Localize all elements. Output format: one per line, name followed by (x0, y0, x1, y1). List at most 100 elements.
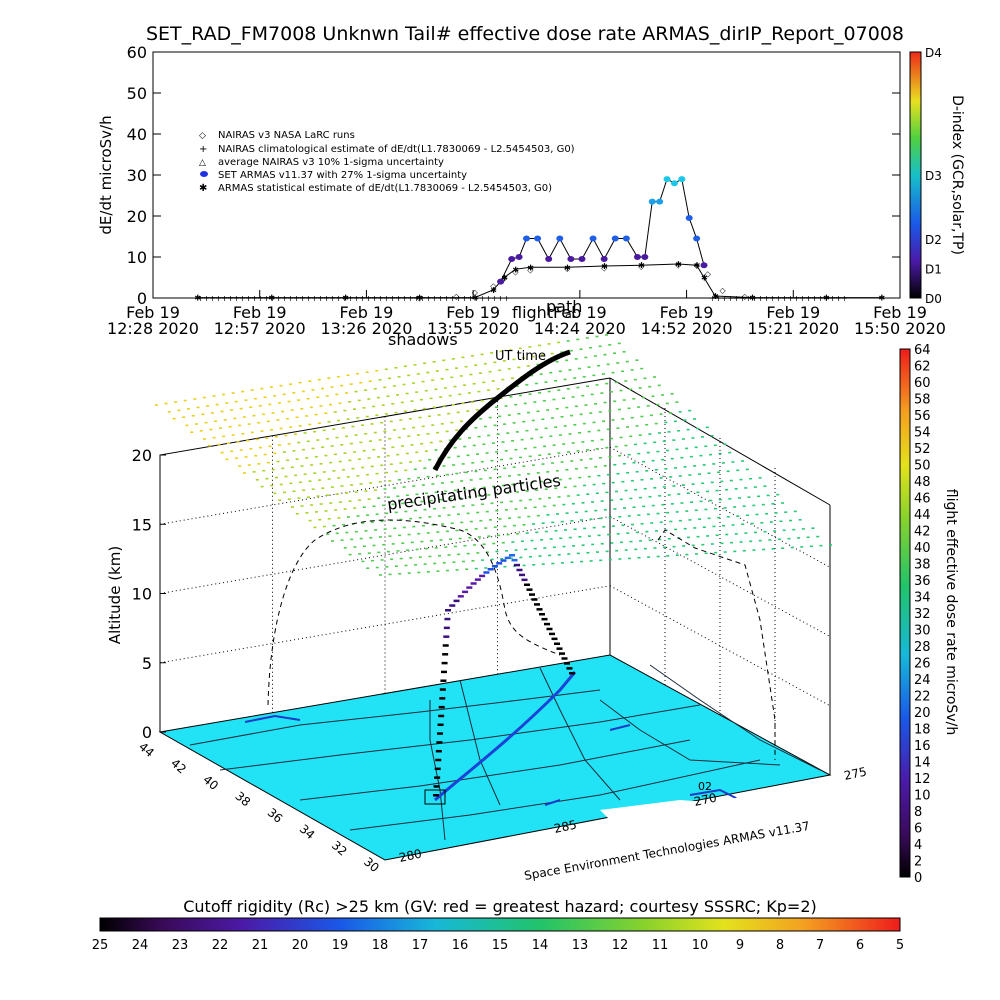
nairas-baseline-point: + (467, 294, 474, 303)
dose-xtick-time: 15:21 2020 (747, 319, 839, 338)
nairas-baseline-point: + (491, 294, 498, 303)
nairas-run-point: ◇ (675, 260, 682, 269)
legend-marker-statistical: ✱ (199, 183, 207, 194)
flight-track-point (449, 604, 456, 607)
flight-track-point (437, 723, 444, 727)
armas-statistical-point: ✱ (268, 294, 275, 303)
dose-colorbar-tick: 36 (914, 574, 931, 589)
armas-point (567, 256, 575, 263)
nairas-baseline-point: + (709, 294, 716, 303)
latitude-tick-label: 42 (168, 756, 189, 777)
nairas-baseline-point: + (733, 294, 740, 303)
dose-y-label: dE/dt microSv/h (97, 115, 115, 234)
flight-track-point (509, 554, 515, 557)
annotation-flight: flight (512, 303, 553, 322)
flight-track-point (541, 617, 548, 621)
flight-track-point (437, 732, 443, 735)
flight-track-point (529, 593, 535, 596)
dose-ytick-label: 0 (137, 289, 147, 308)
nairas-baseline-point: + (817, 294, 824, 303)
armas-statistical-point: ✱ (472, 294, 479, 303)
flight-track-point (434, 776, 441, 779)
latitude-tick-label: 38 (233, 789, 254, 810)
nairas-baseline-point: + (251, 294, 258, 303)
dose-colorbar-tick: 10 (914, 789, 931, 804)
dindex-tick-label: D3 (925, 169, 942, 183)
flight-track-point (443, 626, 450, 630)
nairas-baseline-point: + (287, 294, 294, 303)
flight-track-point (561, 657, 568, 660)
flight-track-point (433, 794, 439, 797)
armas-statistical-point: ✱ (712, 292, 719, 301)
armas-point (678, 176, 686, 183)
legend-marker-armas (200, 171, 208, 177)
flight-track-point (564, 662, 570, 665)
flight-track-point (442, 653, 449, 656)
flight-track-point (487, 568, 494, 571)
nairas-run-point: ◇ (601, 263, 608, 272)
nairas-run-point: ◇ (564, 264, 571, 273)
altitude-tick-label: 0 (142, 723, 152, 742)
flight-track-point (436, 741, 443, 744)
armas-statistical-line (197, 263, 882, 299)
nairas-baseline-point: + (455, 294, 462, 303)
armas-point (515, 254, 523, 260)
map-borders (189, 664, 821, 841)
armas-point (633, 254, 641, 260)
nairas-baseline-point: + (715, 294, 722, 303)
legend-entry-statistical: ARMAS statistical estimate of dE/dt(L1.7… (218, 183, 552, 194)
latitude-tick-label: 36 (265, 805, 286, 826)
nairas-baseline-point: + (793, 294, 800, 303)
rigidity-tick-label: 14 (532, 938, 549, 953)
dose-colorbar-tick: 62 (914, 360, 931, 375)
nairas-run-point: ◇ (638, 262, 645, 271)
flight-track-point (559, 652, 565, 655)
armas-statistical-point: ✱ (501, 274, 508, 283)
nairas-baseline-point: + (215, 294, 222, 303)
nairas-baseline-point: + (395, 294, 402, 303)
armas-point (545, 256, 553, 263)
nairas-baseline-point: + (221, 294, 228, 303)
dose-series: + + + + + + + + + + + + + + + + + + + + + + + + + + + + + + + + + + + + + + + +… (194, 176, 886, 303)
armas-statistical-point: ✱ (512, 265, 519, 274)
annotation-shadows: shadows (388, 330, 458, 349)
nairas-baseline-point: + (419, 294, 426, 303)
flight-track-point (440, 679, 447, 682)
armas-point (648, 198, 656, 205)
nairas-baseline-point: + (335, 294, 342, 303)
flight-track-point (519, 573, 525, 577)
flight-track-point (554, 642, 560, 645)
nairas-baseline-point: + (299, 294, 306, 303)
armas-point (622, 235, 630, 242)
dose-xtick-date: Feb 19 (340, 303, 394, 322)
armas-statistical-point: ✱ (675, 260, 682, 269)
flight-track-point (549, 632, 555, 636)
nairas-baseline-point: + (263, 294, 270, 303)
dindex-tick-label: D2 (925, 233, 942, 247)
nairas-run-point: ◇ (705, 269, 712, 278)
dose-colorbar-label: flight effective dose rate microSv/h (943, 489, 959, 735)
longitude-ticks: 280 285 270 275 (398, 764, 868, 864)
armas-statistical-point: ✱ (194, 294, 201, 303)
flight-track-point (470, 582, 477, 585)
nairas-baseline-point: + (203, 294, 210, 303)
rigidity-tick-label: 19 (332, 938, 349, 953)
rigidity-colorbar (99, 917, 901, 932)
longitude-tick-label: 280 (398, 846, 423, 864)
flight-track-point (444, 617, 451, 621)
nairas-baseline-point: + (485, 294, 492, 303)
flight-track-point (466, 586, 473, 589)
rigidity-tick-label: 6 (856, 938, 864, 953)
flight-track-point (439, 697, 446, 700)
nairas-baseline-point: + (323, 294, 330, 303)
armas-point (600, 256, 608, 263)
altitude-label: Altitude (km) (106, 546, 124, 644)
map-marker-zero: 0 (698, 780, 705, 793)
rigidity-tick-label: 15 (492, 938, 509, 953)
nairas-baseline-point: + (281, 294, 288, 303)
dose-colorbar-tick: 20 (914, 706, 931, 721)
flight-track-point (531, 598, 538, 601)
armas-point (663, 176, 671, 183)
flight-track-point (500, 559, 507, 562)
ground-track-airport (424, 789, 446, 805)
